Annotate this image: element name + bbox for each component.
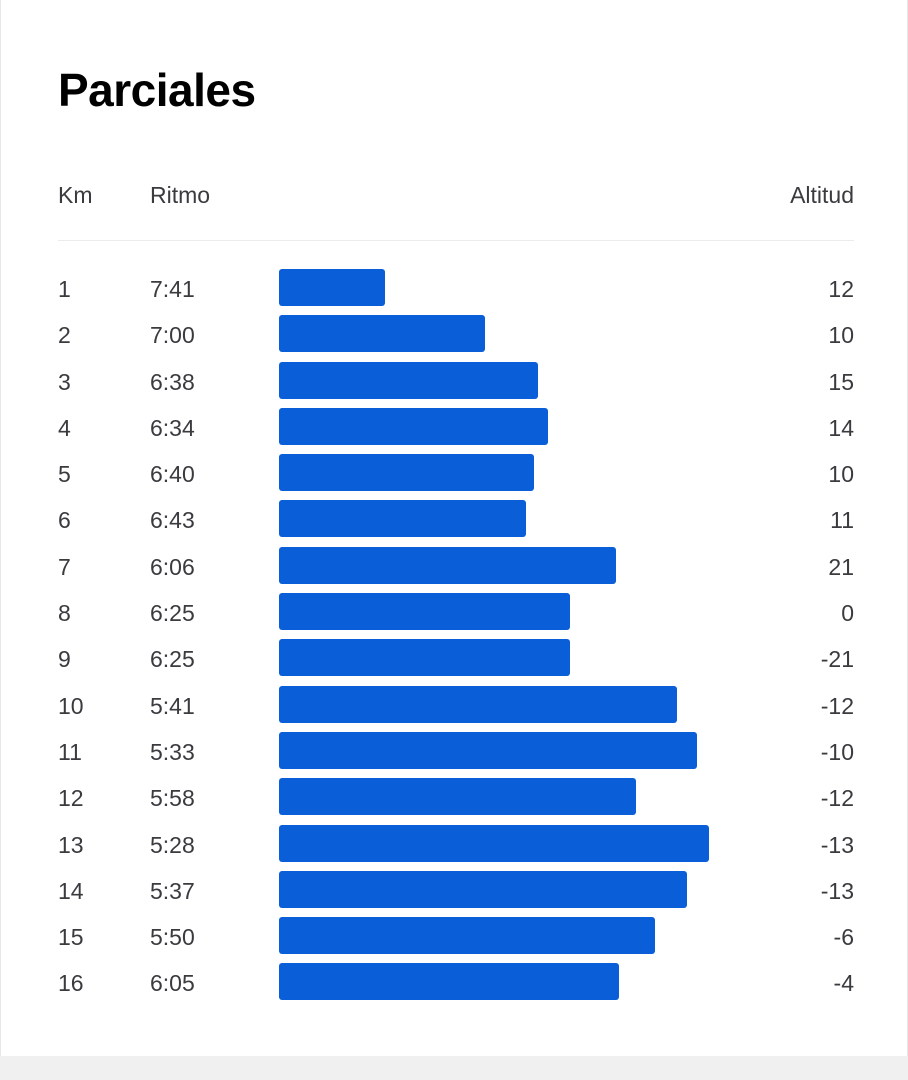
pace-bar — [279, 593, 571, 631]
pace-bar — [279, 870, 688, 908]
split-altitude: 12 — [828, 276, 854, 302]
split-row: 10 5:41 -12 — [58, 683, 854, 729]
split-km: 3 — [58, 368, 71, 395]
split-pace: 5:28 — [150, 831, 195, 858]
split-row: 9 6:25 -21 — [58, 636, 854, 682]
split-row: 11 5:33 -10 — [58, 729, 854, 775]
split-altitude: 10 — [828, 461, 854, 488]
split-km: 7 — [58, 553, 71, 580]
split-altitude: -21 — [820, 646, 854, 673]
split-pace: 6:38 — [150, 368, 195, 395]
split-altitude: 11 — [830, 507, 854, 534]
split-pace: 6:06 — [150, 553, 195, 580]
split-row: 1 7:41 12 — [58, 266, 854, 312]
split-km: 14 — [58, 877, 84, 904]
header-divider — [58, 240, 854, 241]
split-km: 4 — [58, 414, 71, 441]
split-row: 13 5:28 -13 — [58, 822, 854, 868]
split-km: 13 — [58, 831, 84, 858]
split-km: 5 — [58, 461, 71, 488]
split-altitude: 0 — [841, 600, 854, 627]
split-km: 10 — [58, 692, 84, 719]
pace-bar — [279, 639, 571, 677]
split-row: 5 6:40 10 — [58, 451, 854, 497]
split-altitude: -13 — [820, 877, 854, 904]
pace-bar — [279, 778, 636, 816]
split-pace: 6:43 — [150, 507, 195, 534]
split-altitude: 15 — [828, 368, 854, 395]
split-pace: 6:05 — [150, 970, 195, 997]
split-km: 6 — [58, 507, 71, 534]
pace-bar — [279, 500, 527, 538]
pace-bar — [279, 361, 539, 399]
split-row: 12 5:58 -12 — [58, 775, 854, 821]
pace-bar — [279, 269, 385, 306]
split-pace: 6:25 — [150, 600, 195, 627]
split-pace: 5:58 — [150, 785, 195, 812]
pace-bar — [279, 685, 678, 723]
split-km: 9 — [58, 646, 71, 673]
pace-bar — [279, 454, 534, 492]
split-pace: 7:00 — [150, 322, 195, 349]
split-altitude: -13 — [820, 831, 854, 858]
split-row: 3 6:38 15 — [58, 359, 854, 405]
pace-bar — [279, 963, 619, 1001]
split-row: 14 5:37 -13 — [58, 868, 854, 914]
split-row: 2 7:00 10 — [58, 312, 854, 358]
split-altitude: -12 — [820, 692, 854, 719]
splits-list: 1 7:41 12 2 7:00 10 3 6:38 15 4 6:34 14 5 6:40 10 6 6:43… — [58, 266, 854, 1007]
split-altitude: -4 — [833, 970, 854, 997]
splits-card: Parciales Km Ritmo Altitud 1 7:41 12 2 7:00 1… — [0, 0, 908, 1056]
split-km: 12 — [58, 785, 84, 812]
split-pace: 7:41 — [150, 276, 195, 302]
split-pace: 6:34 — [150, 414, 195, 441]
split-altitude: 14 — [828, 414, 854, 441]
split-km: 15 — [58, 924, 84, 951]
split-altitude: -12 — [820, 785, 854, 812]
table-header: Km Ritmo Altitud — [58, 182, 854, 210]
split-km: 16 — [58, 970, 84, 997]
split-altitude: 21 — [828, 553, 854, 580]
pace-bar — [279, 917, 656, 955]
split-row: 8 6:25 0 — [58, 590, 854, 636]
split-row: 15 5:50 -6 — [58, 914, 854, 960]
pace-bar — [279, 315, 485, 353]
split-row: 6 6:43 11 — [58, 497, 854, 543]
split-pace: 5:41 — [150, 692, 195, 719]
column-header-pace: Ritmo — [150, 182, 211, 208]
split-km: 2 — [58, 322, 71, 349]
split-km: 11 — [58, 738, 82, 765]
pace-bar — [279, 731, 697, 769]
column-header-altitude: Altitud — [790, 182, 854, 208]
split-row: 7 6:06 21 — [58, 544, 854, 590]
split-altitude: 10 — [828, 322, 854, 349]
split-pace: 5:37 — [150, 877, 195, 904]
split-pace: 5:50 — [150, 924, 195, 951]
split-row: 16 6:05 -4 — [58, 960, 854, 1006]
column-header-km: Km — [58, 182, 93, 208]
footer-band — [0, 1056, 908, 1080]
split-altitude: -6 — [833, 924, 854, 951]
split-pace: 5:33 — [150, 738, 195, 765]
pace-bar — [279, 824, 709, 862]
split-row: 4 6:34 14 — [58, 405, 854, 451]
pace-bar — [279, 546, 617, 584]
split-km: 1 — [58, 276, 71, 302]
split-pace: 6:40 — [150, 461, 195, 488]
split-pace: 6:25 — [150, 646, 195, 673]
page-title: Parciales — [58, 64, 256, 116]
split-km: 8 — [58, 600, 71, 627]
pace-bar — [279, 407, 549, 445]
split-altitude: -10 — [820, 738, 854, 765]
